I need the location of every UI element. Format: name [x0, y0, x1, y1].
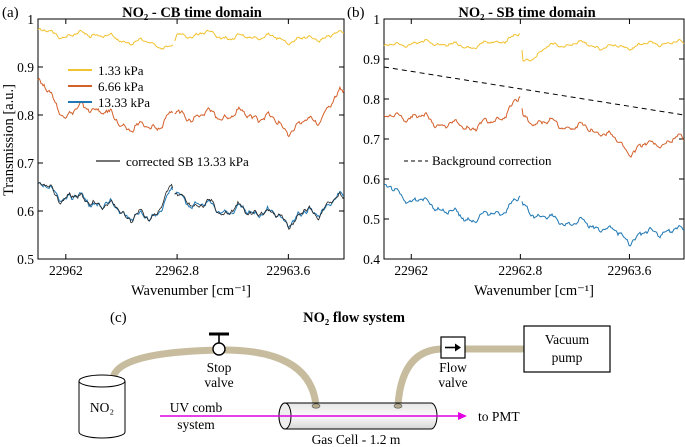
vacuum-pump-label-line1: Vacuum: [545, 332, 590, 347]
flow-valve[interactable]: [440, 336, 466, 359]
panel-b-series-background-correction: [383, 66, 685, 116]
panel-b-series-13-33-kpa: [383, 183, 685, 247]
panel-b-xtick-label: 22962: [394, 263, 428, 278]
panel-a: (a) NO₂ - CB time domain Transmission [a…: [1, 5, 345, 299]
panel-b-ytick-label: 0.6: [363, 172, 380, 187]
flow-valve-label-line1: Flow: [439, 360, 467, 375]
panel-a-legend: 1.33 kPa 6.66 kPa 13.33 kPa corrected SB…: [68, 63, 249, 169]
uv-comb-label-line1: UV comb: [170, 400, 223, 415]
panel-b-yticks: 0.4 0.5 0.6 0.7 0.8 0.9 1: [363, 12, 684, 267]
legend-label-corrected: corrected SB 13.33 kPa: [126, 154, 249, 169]
panel-a-series-6-66-kpa: [37, 77, 345, 138]
uv-beam: [160, 412, 467, 420]
panel-a-series-corrected-sb-13-33-kpa: [37, 182, 345, 230]
stop-valve-label-line2: valve: [204, 375, 233, 390]
stop-valve[interactable]: [209, 332, 229, 356]
panel-b-ytick-label: 0.7: [363, 132, 380, 147]
panel-b: (b) NO₂ - SB time domain 0.4 0.5 0.6 0.7 0.8…: [347, 5, 685, 299]
flow-valve-label-line2: valve: [438, 375, 467, 390]
panel-b-title: NO₂ - SB time domain: [458, 5, 595, 21]
panel-a-ytick-label: 1: [27, 12, 34, 27]
stop-valve-label-line1: Stop: [207, 360, 232, 375]
legend-label-1: 1.33 kPa: [98, 63, 144, 78]
panel-a-ylabel: Transmission [a.u.]: [1, 84, 17, 196]
no2-cylinder-label: NO₂: [90, 400, 114, 415]
panel-b-ytick-label: 0.9: [363, 52, 380, 67]
panel-a-xtick-label: 22962: [49, 263, 83, 278]
panel-a-label: (a): [2, 5, 19, 21]
panel-b-xtick-label: 22962.8: [498, 263, 542, 278]
vacuum-pump-label-line2: pump: [552, 350, 583, 365]
panel-b-series-6-66-kpa: [383, 96, 685, 158]
panel-a-ytick-label: 0.5: [17, 252, 34, 267]
panel-c: (c) NO₂ flow system NO₂ Stop valve Flow …: [78, 310, 611, 447]
panel-b-xlabel: Wavenumber [cm⁻¹]: [474, 283, 594, 299]
panel-b-label: (b): [347, 5, 365, 21]
panel-a-xlabel: Wavenumber [cm⁻¹]: [131, 283, 251, 299]
panel-a-xtick-label: 22962.8: [155, 263, 199, 278]
panel-c-title: NO₂ flow system: [303, 310, 405, 326]
panel-b-ytick-label: 1: [373, 12, 380, 27]
panel-a-series-1-33-kpa: [37, 27, 345, 50]
to-pmt-label: to PMT: [478, 409, 520, 424]
panel-b-xtick-label: 22963.6: [608, 263, 652, 278]
panel-a-yticks: 0.5 0.6 0.7 0.8 0.9 1: [17, 12, 344, 267]
panel-c-label: (c): [110, 310, 127, 326]
legend-label-3: 13.33 kPa: [98, 95, 150, 110]
no2-cylinder: NO₂: [78, 374, 126, 439]
background-correction-label: Background correction: [432, 153, 552, 168]
panel-a-title: NO₂ - CB time domain: [122, 5, 262, 21]
panel-b-ytick-label: 0.8: [363, 92, 380, 107]
vacuum-pump[interactable]: [523, 325, 611, 373]
panel-b-series: [383, 33, 685, 247]
panel-a-ytick-label: 0.8: [17, 108, 34, 123]
panel-a-ytick-label: 0.6: [17, 204, 34, 219]
panel-a-frame: [37, 18, 345, 260]
panel-b-xticks: 22962 22962.8 22963.6: [394, 19, 652, 278]
panel-b-series-1-33-kpa: [383, 33, 685, 62]
panel-b-ytick-label: 0.4: [363, 252, 380, 267]
panel-a-xticks: 22962 22962.8 22963.6: [49, 19, 311, 278]
panel-a-ytick-label: 0.9: [17, 60, 34, 75]
panel-b-ytick-label: 0.5: [363, 212, 380, 227]
panel-b-frame: [383, 18, 685, 260]
uv-comb-label-line2: system: [177, 417, 215, 432]
legend-label-2: 6.66 kPa: [98, 79, 144, 94]
panel-a-ytick-label: 0.7: [17, 156, 34, 171]
panel-a-series: [37, 27, 345, 230]
gas-cell-label: Gas Cell - 1.2 m: [312, 432, 401, 447]
panel-a-xtick-label: 22963.6: [266, 263, 310, 278]
panel-a-series-13-33-kpa: [37, 182, 345, 228]
